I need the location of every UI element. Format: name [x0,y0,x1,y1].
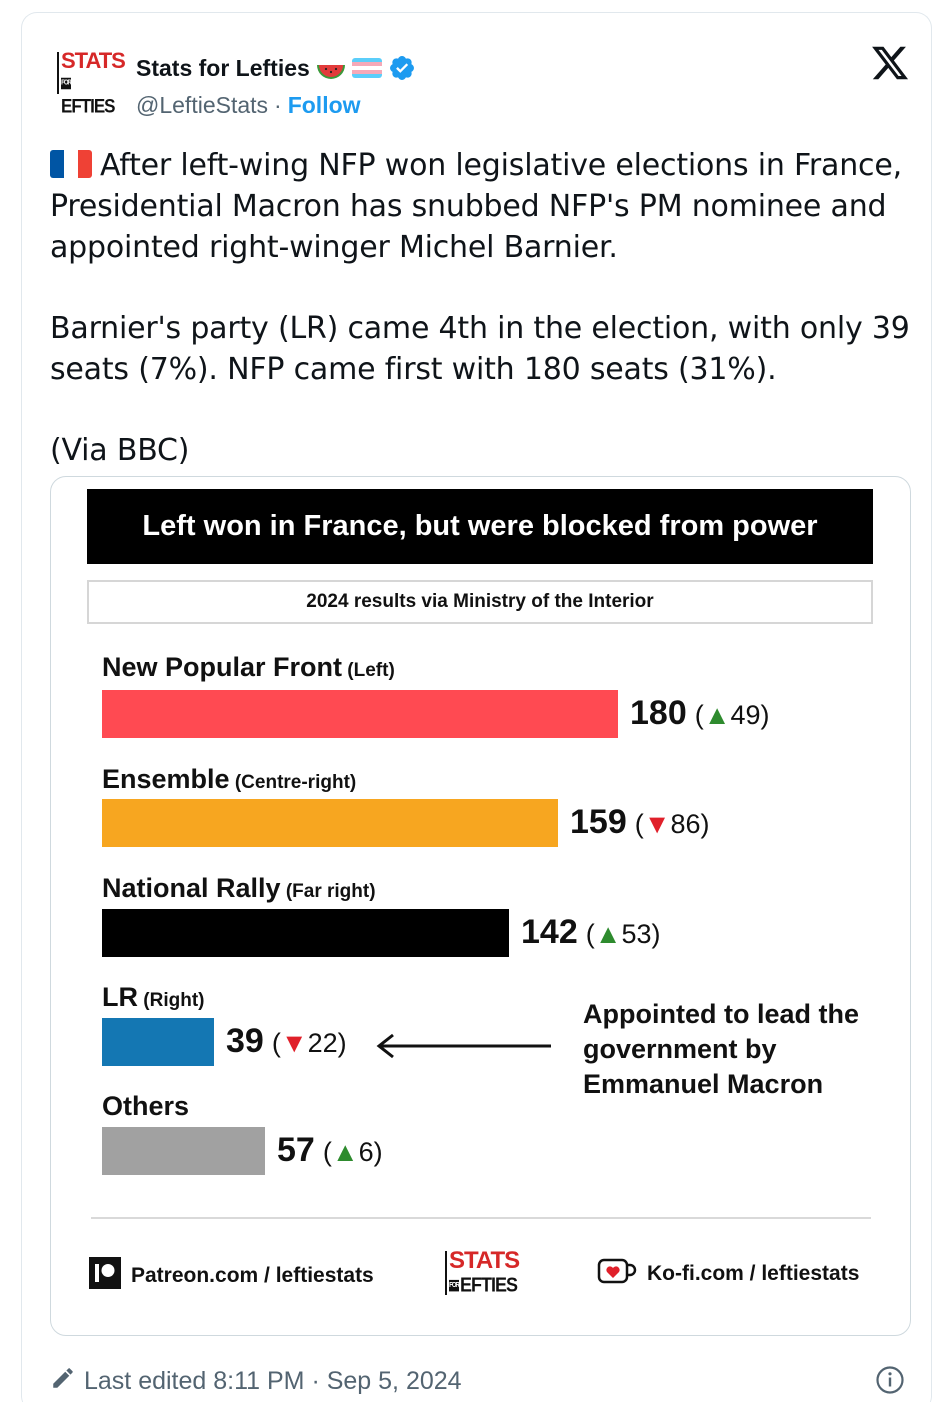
pencil-icon [50,1365,76,1398]
footer-divider [91,1217,871,1219]
bar-label-national-rally: National Rally (Far right) [102,873,376,903]
avatar-logo-lefties: FOREFTIES [61,72,123,118]
bar-national-rally [102,909,509,957]
bar-label-ensemble: Ensemble (Centre-right) [102,764,357,794]
edited-timestamp[interactable]: Last edited 8:11 PM · Sep 5, 2024 [50,1365,462,1398]
bar-value-national-rally: 142 (▲53) [521,913,661,951]
author-handle-row: @LeftieStats · Follow [136,92,361,119]
tweet-paragraph-2: Barnier's party (LR) came 4th in the ele… [50,311,910,387]
avatar-logo-bar [57,52,59,94]
bar-others [102,1127,265,1175]
patreon-icon [89,1257,121,1295]
separator-dot: · [274,92,282,118]
bar-label-others: Others [102,1091,190,1121]
watermelon-icon [316,60,346,79]
bar-new-popular-front [102,690,618,738]
tweet-paragraph-1: After left-wing NFP won legislative elec… [50,148,902,265]
kofi-label: Ko-fi.com / leftiestats [647,1262,860,1285]
x-logo-icon[interactable] [870,43,910,83]
bar-label-lr: LR (Right) [102,982,205,1012]
avatar-logo-stats: STATS [61,48,126,73]
bar-lr [102,1018,214,1066]
french-flag-icon [50,150,92,178]
trans-flag-icon [351,58,382,78]
bar-label-new-popular-front: New Popular Front (Left) [102,652,395,682]
author-avatar[interactable]: STATS FOREFTIES [57,48,126,117]
author-handle[interactable]: @LeftieStats [136,92,269,118]
verified-badge-icon [388,54,416,82]
patreon-link[interactable]: Patreon.com / leftiestats [89,1257,374,1295]
bar-value-others: 57 (▲6) [277,1131,383,1169]
tweet-card: STATS FOREFTIES Stats for Lefties @Lefti… [21,12,932,1402]
chart-subtitle: 2024 results via Ministry of the Interio… [87,580,873,624]
edited-label: Last edited 8:11 PM · Sep 5, 2024 [84,1367,462,1395]
chart-title: Left won in France, but were blocked fro… [87,489,873,564]
info-icon[interactable] [875,1365,905,1395]
bar-value-new-popular-front: 180 (▲49) [630,694,770,732]
footer-logo: STATS FOREFTIES [445,1247,521,1303]
author-name[interactable]: Stats for Lefties [136,54,310,81]
bar-value-ensemble: 159 (▼86) [570,803,710,841]
author-name-row: Stats for Lefties [136,54,416,82]
tweet-image[interactable]: Left won in France, but were blocked fro… [50,476,911,1336]
tweet-paragraph-3: (Via BBC) [50,433,190,468]
tweet-text: After left-wing NFP won legislative elec… [50,145,920,471]
patreon-label: Patreon.com / leftiestats [131,1264,374,1287]
bar-ensemble [102,799,558,847]
arrow-icon [376,1033,551,1059]
follow-button[interactable]: Follow [287,92,361,118]
bar-value-lr: 39 (▼22) [226,1022,347,1060]
kofi-link[interactable]: Ko-fi.com / leftiestats [597,1257,859,1291]
kofi-icon [597,1257,637,1291]
annotation-text: Appointed to lead the government by Emma… [583,999,859,1099]
